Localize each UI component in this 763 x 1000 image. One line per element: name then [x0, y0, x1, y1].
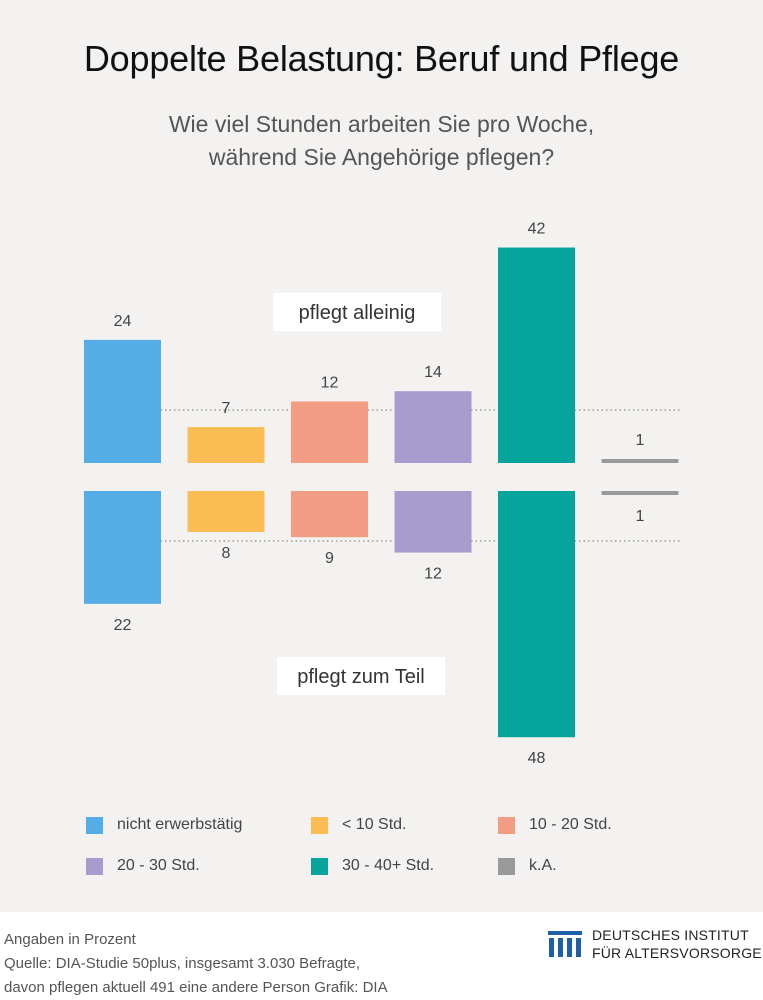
- bar-lower-2: [291, 491, 368, 538]
- bar-lower-0: [84, 491, 161, 604]
- legend-label: 10 - 20 Std.: [529, 816, 612, 833]
- footer-notes: Angaben in Prozent Quelle: DIA-Studie 50…: [4, 928, 388, 1000]
- institute-icon: [548, 931, 582, 957]
- bar-upper-1: [187, 427, 265, 463]
- legend-item-5: k.A.: [498, 857, 557, 875]
- legend-item-4: 30 - 40+ Std.: [311, 857, 434, 875]
- legend-swatch: [498, 816, 515, 834]
- value-label-upper-0: 24: [114, 313, 132, 330]
- bar-lower-1: [187, 491, 265, 533]
- bar-upper-2: [291, 401, 368, 463]
- logo-text: DEUTSCHES INSTITUT FÜR ALTERSVORSORGE: [592, 926, 762, 962]
- legend-swatch: [311, 857, 328, 875]
- footer-unit-note: Angaben in Prozent: [4, 931, 136, 948]
- value-label-upper-2: 12: [321, 374, 339, 391]
- value-label-upper-3: 14: [424, 364, 442, 381]
- legend-label: 20 - 30 Std.: [117, 857, 200, 874]
- chart-subtitle: Wie viel Stunden arbeiten Sie pro Woche,…: [0, 108, 763, 174]
- bar-upper-3: [394, 391, 472, 463]
- bar-upper-5: [601, 459, 679, 463]
- footer-credit-note: davon pflegen aktuell 491 eine andere Pe…: [4, 979, 388, 996]
- dia-logo: DEUTSCHES INSTITUT FÜR ALTERSVORSORGE: [548, 926, 762, 962]
- legend-item-2: 10 - 20 Std.: [498, 816, 612, 834]
- mirrored-bar-chart: 24 22 7 8 12 9 14 12 42 48 1 1 pflegt alleinig pflegt…: [84, 221, 680, 767]
- bar-upper-4: [498, 247, 575, 463]
- chart-legend: nicht erwerbstätig < 10 Std. 10 - 20 Std. 2…: [0, 800, 763, 890]
- value-label-lower-0: 22: [114, 617, 132, 634]
- value-label-upper-4: 42: [528, 221, 546, 238]
- legend-label: < 10 Std.: [342, 816, 407, 833]
- bar-lower-3: [394, 491, 472, 553]
- legend-label: 30 - 40+ Std.: [342, 857, 435, 874]
- subtitle-line-1: Wie viel Stunden arbeiten Sie pro Woche,: [168, 111, 595, 137]
- legend-item-1: < 10 Std.: [311, 816, 407, 834]
- bar-lower-5: [601, 491, 679, 495]
- logo-line-1: DEUTSCHES INSTITUT: [592, 927, 749, 943]
- legend-swatch: [86, 857, 103, 875]
- bar-upper-0: [84, 339, 161, 463]
- bar-lower-4: [498, 491, 575, 738]
- value-label-lower-5: 1: [636, 508, 645, 525]
- legend-item-0: nicht erwerbstätig: [86, 816, 242, 834]
- series-label-upper-box: [273, 293, 441, 331]
- legend-swatch: [86, 816, 103, 834]
- value-label-lower-2: 9: [325, 550, 334, 567]
- value-label-lower-4: 48: [528, 750, 546, 767]
- logo-line-2: FÜR ALTERSVORSORGE: [592, 945, 762, 961]
- value-label-upper-5: 1: [636, 432, 645, 449]
- chart-title: Doppelte Belastung: Beruf und Pflege: [83, 38, 680, 79]
- series-label-lower: pflegt zum Teil: [297, 666, 424, 688]
- footer-source-note: Quelle: DIA-Studie 50plus, insgesamt 3.0…: [4, 955, 361, 972]
- legend-swatch: [498, 857, 515, 875]
- value-label-upper-1: 7: [222, 400, 231, 417]
- series-label-lower-box: [277, 657, 445, 695]
- legend-label: k.A.: [529, 857, 557, 874]
- value-label-lower-3: 12: [424, 566, 442, 583]
- legend-swatch: [311, 816, 328, 834]
- legend-item-3: 20 - 30 Std.: [86, 857, 200, 875]
- value-label-lower-1: 8: [222, 545, 231, 562]
- legend-label: nicht erwerbstätig: [117, 816, 243, 833]
- subtitle-line-2: während Sie Angehörige pflegen?: [208, 144, 555, 170]
- series-label-upper: pflegt alleinig: [299, 302, 416, 324]
